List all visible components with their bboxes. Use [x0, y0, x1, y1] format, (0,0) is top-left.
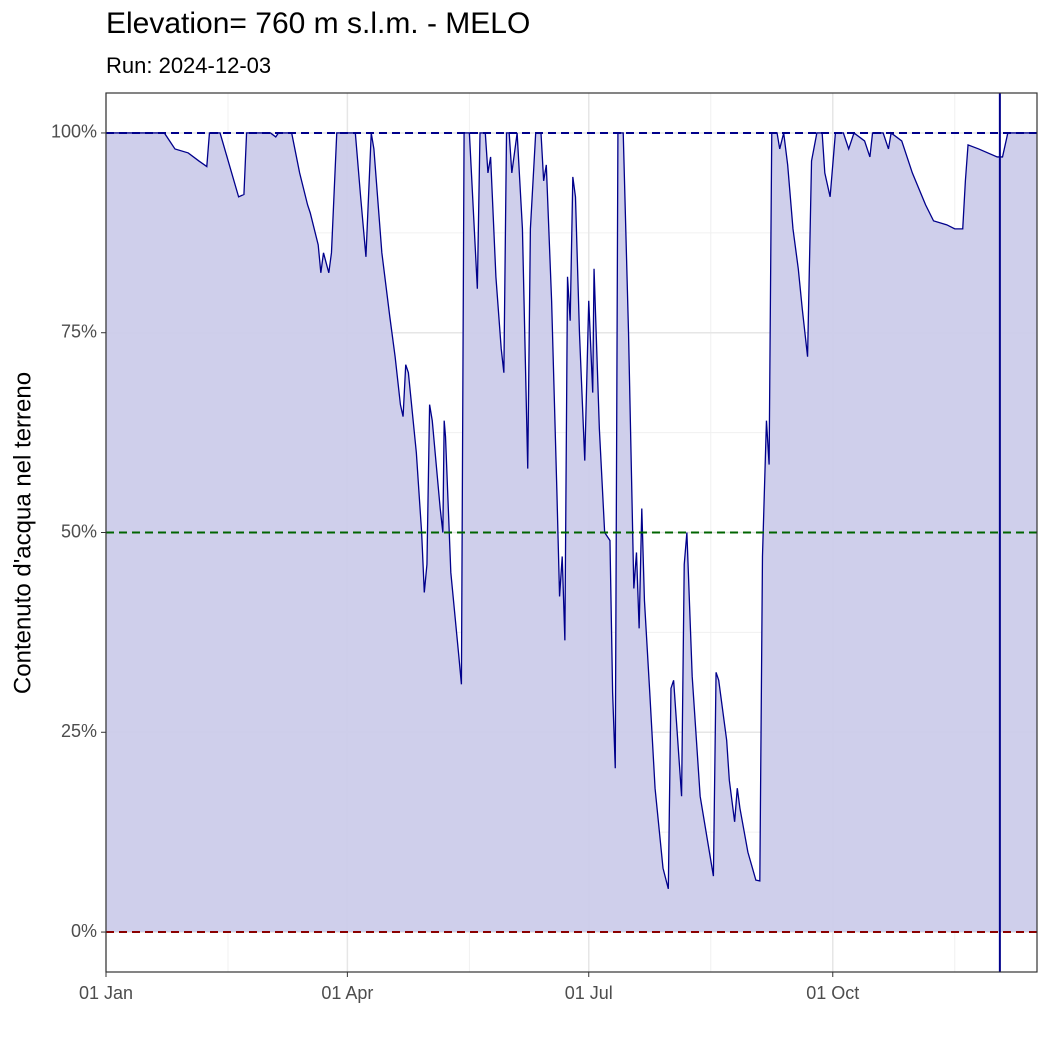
y-axis-label: Contenuto d'acqua nel terreno [9, 372, 36, 694]
area [106, 132, 1037, 933]
chart-title: Elevation= 760 m s.l.m. - MELO [106, 7, 530, 40]
line [106, 131, 1037, 890]
y-tick-label: 100% [51, 122, 97, 142]
chart-subtitle: Run: 2024-12-03 [106, 53, 271, 78]
y-tick-label: 75% [61, 321, 97, 341]
x-tick-label: 01 Jan [79, 983, 133, 1003]
x-tick-label: 01 Apr [321, 983, 373, 1003]
y-tick-label: 50% [61, 521, 97, 541]
x-tick-label: 01 Oct [806, 983, 859, 1003]
x-tick-label: 01 Jul [565, 983, 613, 1003]
y-tick-label: 0% [71, 921, 97, 941]
y-tick-label: 25% [61, 721, 97, 741]
